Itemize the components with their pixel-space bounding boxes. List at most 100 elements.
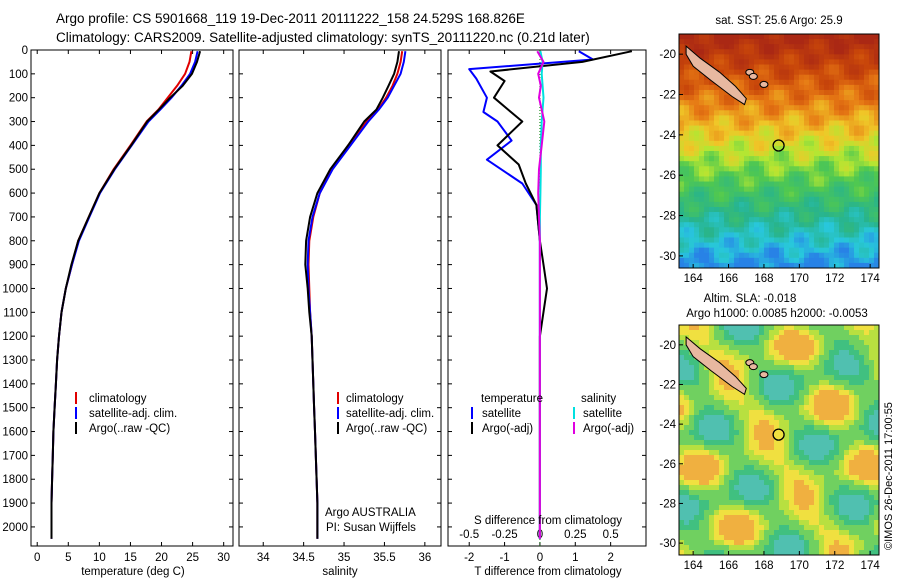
sst-map-cell xyxy=(684,125,690,132)
sst-map-cell xyxy=(744,74,750,81)
sla-map-cell xyxy=(849,550,855,556)
sla-map-cell xyxy=(844,360,850,366)
sla-map-cell xyxy=(799,455,805,461)
sst-map-cell xyxy=(844,110,850,116)
sla-map-cell xyxy=(754,355,760,361)
sla-map-cell xyxy=(694,480,700,486)
sst-map-cell xyxy=(689,227,695,233)
sst-map-cell xyxy=(869,161,875,167)
sst-map-cell xyxy=(714,171,720,177)
sst-map-cell xyxy=(714,135,720,142)
sla-map-cell xyxy=(754,510,760,516)
sla-map-cell xyxy=(784,365,790,371)
sla-map-cell xyxy=(784,480,790,486)
sst-map-cell xyxy=(684,34,690,40)
sla-map-cell xyxy=(819,520,825,526)
sla-map-cell xyxy=(829,510,835,516)
sst-map-cell xyxy=(844,69,850,76)
header-line-1: Argo profile: CS 5901668_119 19-Dec-2011… xyxy=(56,11,525,26)
sst-map-cell xyxy=(859,34,865,40)
sst-map-cell xyxy=(829,64,835,71)
sla-map-cell xyxy=(744,480,750,486)
sla-map-cell xyxy=(854,535,860,541)
sla-map-cell xyxy=(814,345,820,351)
sst-map-cell xyxy=(839,252,845,259)
sst-map-cell xyxy=(694,44,700,50)
sla-map-cell xyxy=(704,400,710,406)
sla-map-cell xyxy=(764,420,770,426)
sla-map-cell xyxy=(834,510,840,516)
sla-map-cell xyxy=(774,455,780,461)
sst-map-cell xyxy=(794,44,800,50)
sla-map-cell xyxy=(699,335,705,341)
sla-map-cell xyxy=(719,430,725,436)
sla-map-cell xyxy=(729,425,735,431)
sla-map-cell xyxy=(684,395,690,401)
sla-map-cell xyxy=(704,545,710,551)
sla-map-cell xyxy=(799,450,805,456)
sst-map-cell xyxy=(789,105,795,111)
sst-map-cell xyxy=(714,120,720,126)
sla-map-cell xyxy=(684,455,690,461)
sla-map-cell xyxy=(684,450,690,456)
sst-map-cell xyxy=(799,252,805,259)
sla-map-cell xyxy=(859,490,865,496)
sla-map-cell xyxy=(809,495,815,501)
sst-map-cell xyxy=(679,125,685,132)
sla-map-cell xyxy=(789,465,795,471)
sla-map-cell xyxy=(789,430,795,436)
sst-map-cell xyxy=(869,186,875,193)
sst-map-cell xyxy=(709,79,715,86)
sst-map-cell xyxy=(759,145,765,152)
sla-map-cell xyxy=(719,495,725,501)
sst-map-cell xyxy=(839,110,845,116)
sla-map-cell xyxy=(784,525,790,531)
temperature-axes-frame xyxy=(30,49,234,547)
sst-map-cell xyxy=(764,54,770,60)
sst-map-cell xyxy=(789,89,795,96)
sla-map-cell xyxy=(829,460,835,466)
sla-map-cell xyxy=(794,470,800,476)
sla-map-cell xyxy=(859,415,865,421)
sst-map-cell xyxy=(824,227,830,233)
sst-map-cell xyxy=(849,196,855,203)
sst-map-cell xyxy=(789,54,795,60)
sst-map-cell xyxy=(684,79,690,86)
sla-map-xtick-label: 166 xyxy=(719,560,738,572)
sst-map-cell xyxy=(774,89,780,96)
sla-map-cell xyxy=(824,430,830,436)
sla-map-cell xyxy=(789,395,795,401)
sla-map-cell xyxy=(759,435,765,441)
sla-map-cell xyxy=(809,550,815,556)
sla-map-cell xyxy=(729,510,735,516)
sst-map-cell xyxy=(794,95,800,101)
sla-map-cell xyxy=(809,390,815,396)
sst-map-cell xyxy=(814,44,820,50)
sst-map-cell xyxy=(819,212,825,218)
sla-map-cell xyxy=(844,445,850,451)
depth-tick-label: 700 xyxy=(9,212,28,224)
sst-map-cell xyxy=(824,242,830,249)
sst-map-cell xyxy=(844,89,850,96)
sla-map-cell xyxy=(679,465,685,471)
sst-map-cell xyxy=(829,74,835,81)
sla-map-cell xyxy=(864,400,870,406)
sla-map-cell xyxy=(719,530,725,536)
sst-map-cell xyxy=(704,100,710,106)
sst-map-cell xyxy=(869,227,875,233)
sla-map-cell xyxy=(779,465,785,471)
sst-map-cell xyxy=(694,145,700,152)
sst-map-cell xyxy=(784,39,790,45)
sla-map-cell xyxy=(804,385,810,391)
sla-map-cell xyxy=(724,440,730,446)
sst-map-cell xyxy=(874,262,880,269)
sla-map-cell xyxy=(689,370,695,376)
sla-map-cell xyxy=(834,355,840,361)
sst-map-cell xyxy=(859,95,865,101)
sla-map-cell xyxy=(714,400,720,406)
sst-map-cell xyxy=(709,212,715,218)
sla-map-cell xyxy=(689,390,695,396)
sst-map-cell xyxy=(714,237,720,243)
sla-map-cell xyxy=(844,440,850,446)
sla-map-cell xyxy=(774,425,780,431)
